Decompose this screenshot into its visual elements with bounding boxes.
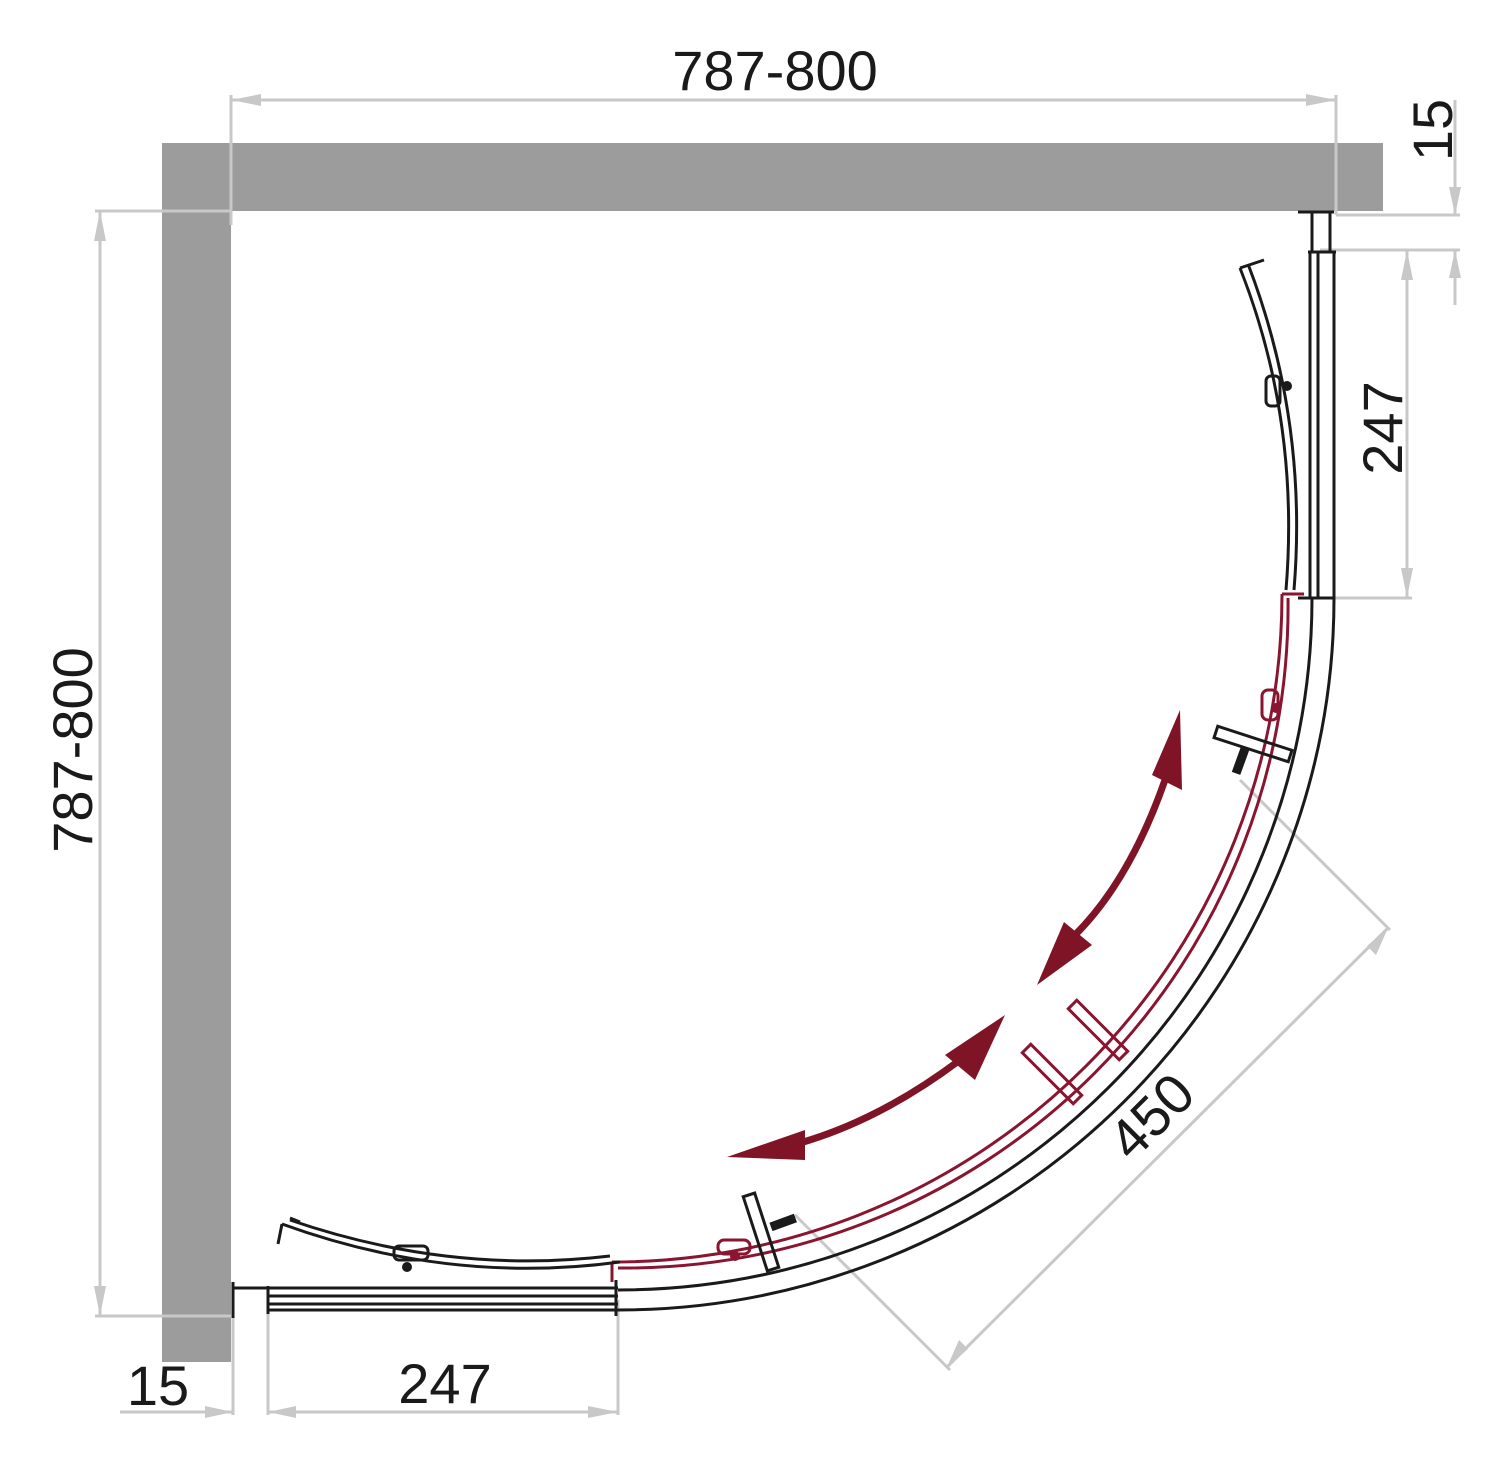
bottom-panel-label: 247 <box>398 1352 491 1415</box>
top-wall <box>162 143 1383 211</box>
sliding-direction-arrow <box>727 710 1182 1160</box>
outer-track <box>617 597 1336 1312</box>
bottom-left-offset-label: 15 <box>127 1354 189 1417</box>
door-handle-icon <box>392 374 1292 1272</box>
top-right-offset-label: 15 <box>1401 99 1464 161</box>
top-width-dimension <box>229 94 1338 225</box>
right-fixed-panel <box>1298 210 1336 600</box>
right-panel-label: 247 <box>1351 381 1414 474</box>
left-wall <box>162 143 231 1362</box>
door-opening-label: 450 <box>1096 1061 1207 1172</box>
left-height-label: 787-800 <box>41 647 104 853</box>
top-right-offset-dimension <box>1320 100 1461 305</box>
roller-bracket-icon <box>741 724 1294 1273</box>
top-width-label: 787-800 <box>672 39 878 102</box>
door-opening-dimension <box>793 778 1392 1372</box>
left-door-open <box>281 1222 621 1270</box>
bottom-fixed-panel <box>231 1280 618 1318</box>
left-height-dimension <box>94 209 231 1318</box>
sliding-door-closed <box>611 593 1284 1264</box>
inner-track <box>617 597 1314 1292</box>
right-door-open <box>1238 267 1291 591</box>
